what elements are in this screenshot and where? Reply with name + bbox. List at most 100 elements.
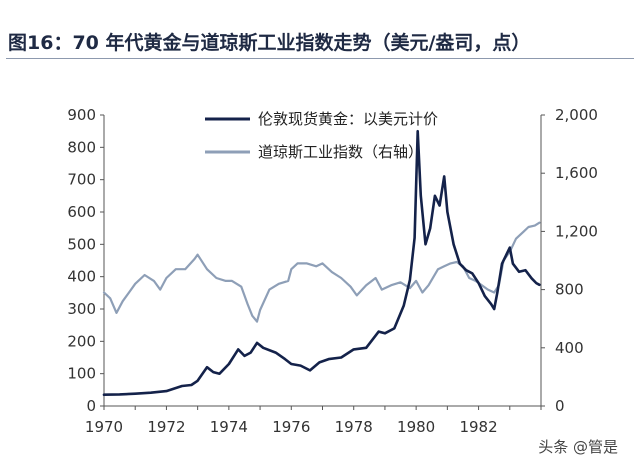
legend-gold-label: 伦敦现货黄金：以美元计价 [258, 110, 438, 128]
dow-jones-point [534, 224, 536, 227]
right-tick-label: 0 [555, 397, 565, 415]
dow-jones-point [165, 277, 168, 279]
gold-price-point [243, 355, 246, 357]
dow-jones-point [340, 277, 343, 279]
dow-jones-point [515, 237, 517, 240]
gold-price-point [327, 358, 330, 360]
dow-jones-point [381, 288, 383, 291]
gold-price-point [493, 308, 496, 310]
gold-price-point [434, 195, 436, 197]
x-tick-label: 1976 [272, 418, 310, 436]
dow-jones-point [240, 285, 243, 288]
dow-jones-point [480, 284, 483, 287]
gold-price-point [365, 347, 368, 349]
legend-group: 伦敦现货黄金：以美元计价 道琼斯工业指数（右轴） [205, 110, 438, 161]
gold-price-point [256, 342, 258, 344]
gold-price-point [249, 351, 252, 354]
dow-jones-point [296, 262, 299, 265]
gold-price-point [429, 227, 432, 229]
dow-jones-point [356, 294, 358, 297]
gold-price-point [459, 262, 461, 265]
right-tick-label: 400 [555, 339, 584, 357]
gold-price-point [212, 371, 215, 373]
gold-price-point [318, 361, 321, 364]
dow-jones-point [487, 288, 489, 291]
dow-jones-point [259, 309, 261, 311]
dow-jones-point [427, 284, 430, 287]
gold-price-point [196, 380, 199, 382]
gold-price-point [420, 195, 422, 197]
gold-price-point [452, 243, 455, 246]
left-tick-label: 100 [67, 365, 96, 383]
gold-price-point [496, 292, 499, 294]
dow-jones-point [134, 283, 136, 285]
gold-price-point [384, 332, 386, 335]
dow-jones-point [251, 315, 254, 317]
dow-jones-point [290, 268, 293, 271]
dow-jones-point [321, 262, 324, 265]
gold-price-point [340, 356, 343, 359]
gold-price-point [424, 243, 427, 246]
dow-jones-point [455, 261, 458, 263]
dow-jones-point [231, 280, 233, 282]
dow-jones-point [256, 320, 258, 323]
dow-jones-point [153, 280, 155, 282]
dow-jones-point [215, 277, 218, 279]
gold-price-point [118, 393, 121, 396]
right-tick-label: 2,000 [555, 106, 598, 124]
x-tick-label: 1978 [335, 418, 373, 436]
gold-price-point [512, 262, 514, 265]
gold-price-point [309, 369, 311, 372]
dow-jones-point [527, 226, 530, 228]
dow-jones-point [143, 274, 146, 276]
gold-price-point [274, 351, 277, 354]
dow-jones-point [399, 281, 402, 284]
gold-price-point [393, 327, 396, 330]
dow-jones-point [206, 268, 208, 271]
gold-price-point [471, 272, 474, 275]
series-group [102, 129, 541, 396]
left-tick-label: 500 [67, 235, 96, 253]
dow-jones-point [159, 288, 161, 291]
gold-price-point [299, 364, 302, 367]
x-tick-label: 1982 [459, 418, 497, 436]
right-tick-label: 1,200 [555, 222, 598, 240]
gold-price-point [538, 284, 541, 286]
right-tick-label: 800 [555, 281, 584, 299]
dow-jones-point [287, 280, 290, 282]
gold-price-point [352, 348, 355, 351]
gold-price-point [413, 237, 416, 239]
dow-jones-point [103, 291, 105, 294]
dow-jones-point [184, 268, 186, 271]
left-tick-label: 400 [67, 268, 96, 286]
dow-jones-point [128, 291, 130, 294]
left-tick-label: 0 [86, 397, 96, 415]
gold-price-point [262, 347, 265, 349]
dow-jones-point [268, 288, 271, 291]
gold-price-point [190, 384, 193, 386]
gold-price-point [530, 277, 533, 280]
left-tick-label: 900 [67, 106, 96, 124]
dow-jones-point [278, 283, 280, 285]
gold-price-point [228, 363, 230, 365]
legend-dow-label: 道琼斯工业指数（右轴） [258, 143, 423, 161]
x-tick-label: 1980 [397, 418, 435, 436]
dow-jones-point [390, 284, 393, 287]
gold-price-point [484, 295, 486, 297]
gold-price-point [237, 348, 239, 351]
gold-price-point [518, 271, 520, 273]
gold-price-point [290, 363, 293, 365]
gold-price-point [134, 392, 136, 395]
gold-price-point [465, 269, 467, 272]
dow-jones-point [109, 297, 111, 300]
dow-jones-point [437, 268, 439, 271]
gold-price-point [377, 330, 380, 333]
dow-jones-point [538, 221, 541, 224]
gold-price-point [438, 204, 441, 207]
gold-price-point [443, 175, 446, 178]
gold-price-point [501, 262, 503, 265]
dow-jones-point [449, 262, 452, 265]
gold-price-point [446, 211, 449, 213]
left-tick-label: 600 [67, 203, 96, 221]
